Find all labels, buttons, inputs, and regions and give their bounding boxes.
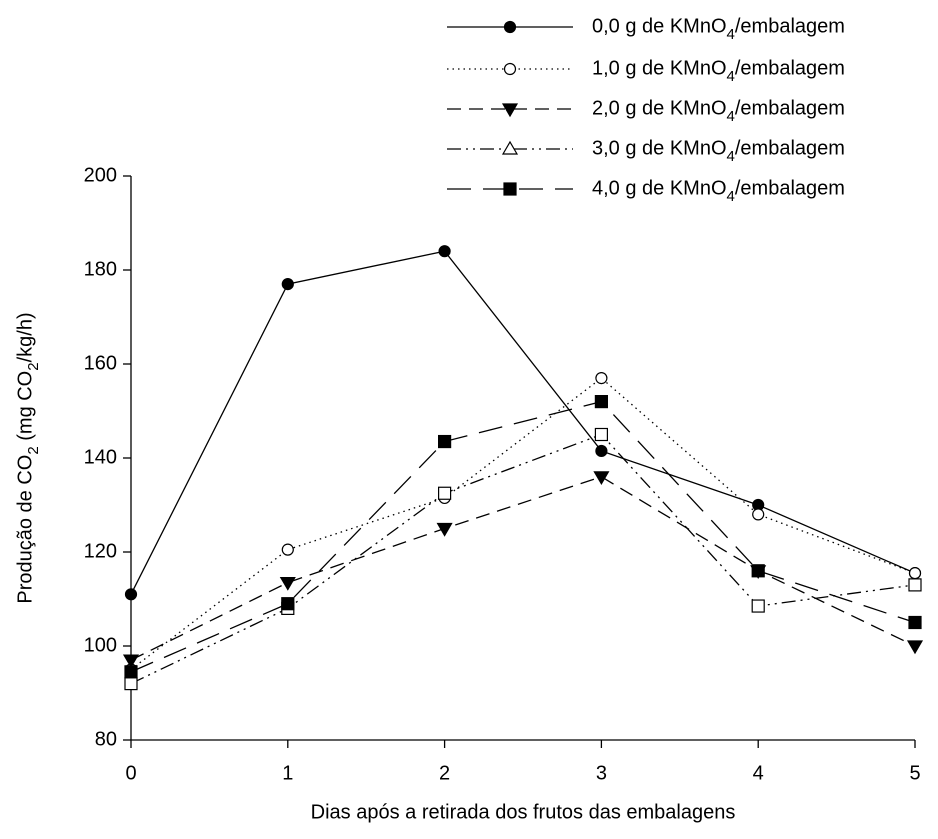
y-tick-label: 160 (84, 352, 117, 374)
data-point (124, 676, 138, 691)
data-point (281, 597, 295, 611)
data-point (122, 654, 140, 669)
data-point (124, 588, 138, 601)
y-tick-label: 100 (84, 634, 117, 656)
data-point (438, 245, 451, 258)
data-point (751, 564, 765, 578)
legend-label: 2,0 g de KMnO4/embalagem (592, 97, 845, 125)
series-line (130, 250, 916, 595)
legend-marker (501, 103, 519, 118)
data-point (281, 543, 294, 556)
y-tick-label: 80 (95, 728, 117, 750)
data-point (124, 665, 138, 679)
data-point (438, 434, 452, 449)
data-point (438, 486, 452, 500)
data-point (281, 278, 294, 291)
legend-marker (503, 20, 517, 34)
legend-label: 0,0 g de KMnO4/embalagem (592, 15, 845, 43)
data-point (436, 522, 453, 537)
y-axis-label: Produção de CO2 (mg CO2/kg/h) (14, 312, 42, 603)
x-tick-label: 3 (596, 762, 607, 784)
data-point (751, 599, 765, 613)
series-line (130, 433, 916, 685)
x-tick-label: 5 (909, 762, 920, 784)
legend-label: 1,0 g de KMnO4/embalagem (592, 57, 845, 85)
y-tick-label: 180 (84, 258, 117, 280)
x-tick-label: 0 (125, 762, 136, 784)
data-point (908, 578, 922, 592)
legend-label: 3,0 g de KMnO4/embalagem (592, 137, 845, 165)
data-point (752, 508, 765, 521)
data-point (594, 395, 609, 409)
data-point (595, 372, 608, 385)
x-tick-label: 4 (753, 762, 764, 784)
x-axis-label: Dias após a retirada dos frutos das emba… (311, 801, 736, 823)
y-tick-label: 140 (84, 446, 117, 468)
x-tick-label: 2 (439, 762, 450, 784)
series-line (130, 400, 916, 673)
data-point (908, 567, 922, 580)
x-tick-label: 1 (282, 762, 293, 784)
legend-marker (503, 62, 517, 76)
series-line (130, 476, 916, 661)
legend-label: 4,0 g de KMnO4/embalagem (592, 177, 845, 205)
data-point (594, 427, 609, 442)
data-point (593, 471, 610, 485)
data-point (906, 640, 924, 655)
data-point (908, 615, 922, 630)
data-point (279, 576, 296, 591)
y-tick-label: 120 (84, 540, 117, 562)
data-point (595, 444, 608, 458)
legend-marker (501, 140, 519, 155)
legend-marker (503, 182, 517, 196)
y-tick-label: 200 (84, 164, 117, 186)
